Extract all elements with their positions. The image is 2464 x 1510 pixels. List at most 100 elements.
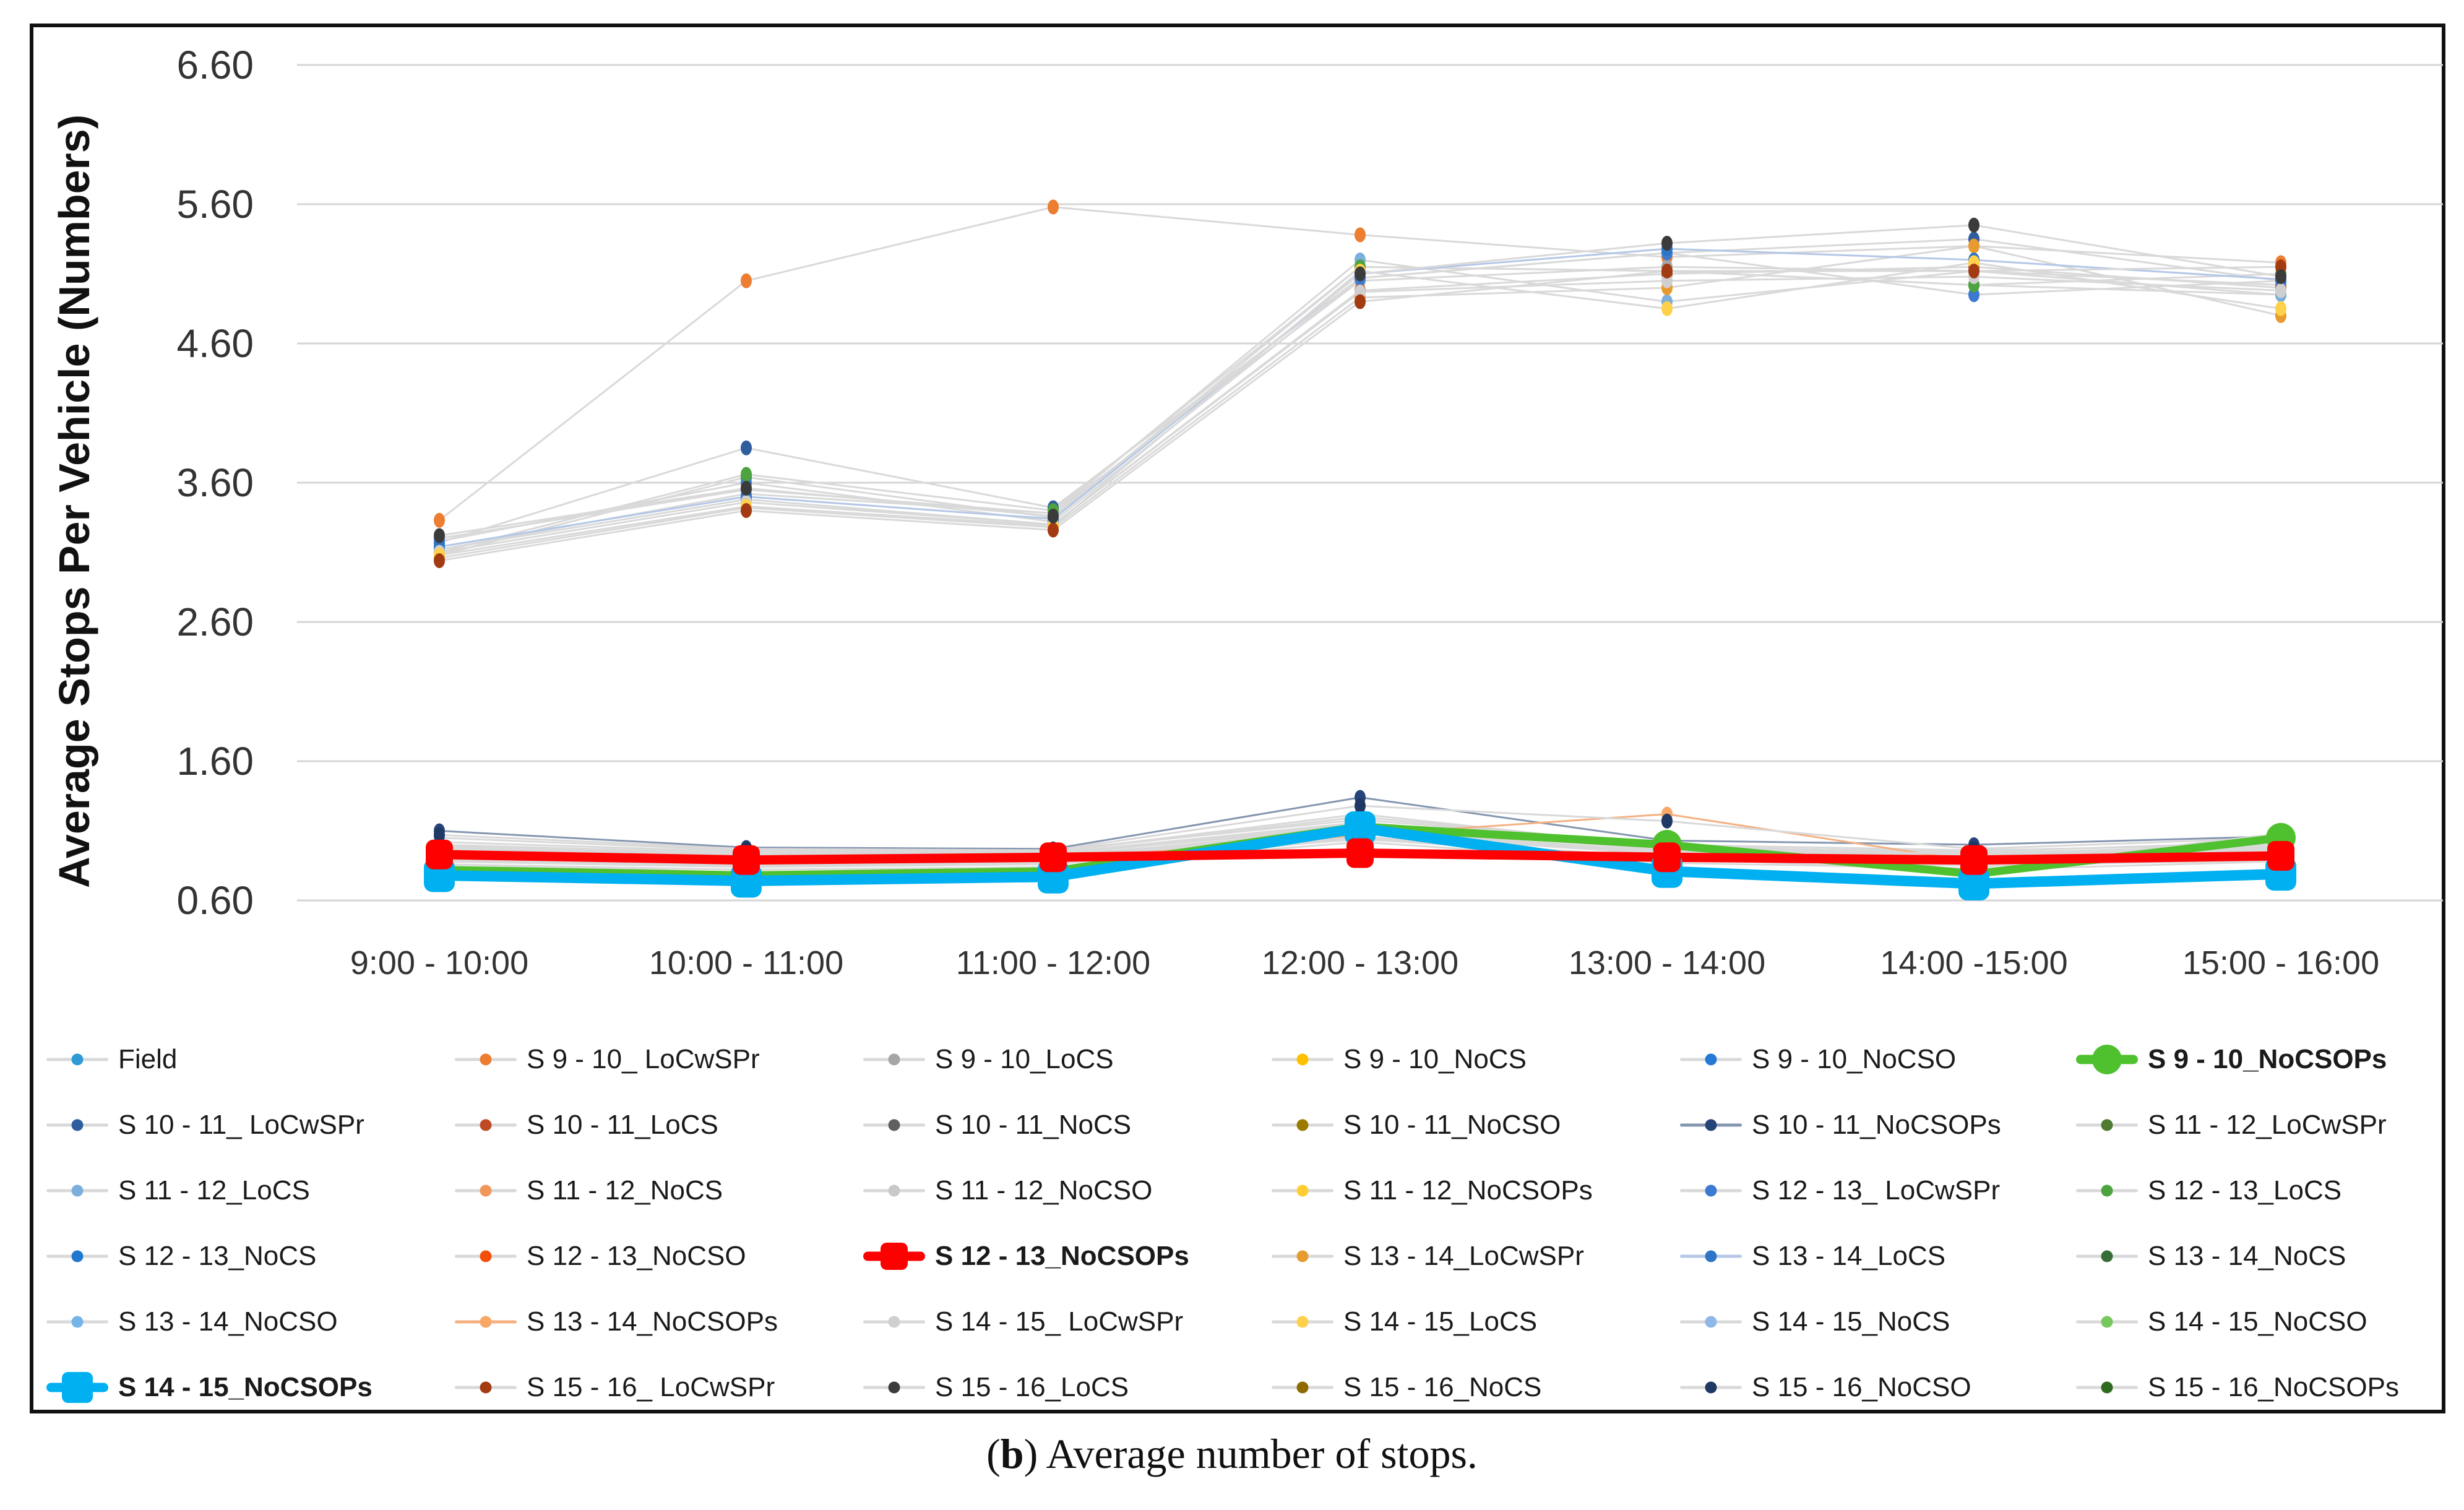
legend-label: S 15 - 16_NoCSO	[1752, 1372, 1971, 1402]
legend-marker-dot	[1705, 1119, 1717, 1131]
legend-marker-dot	[480, 1381, 492, 1394]
data-point-marker	[1040, 842, 1067, 873]
legend-marker	[863, 1041, 925, 1078]
legend-marker	[455, 1041, 517, 1078]
legend-item: S 13 - 14_NoCSOPs	[455, 1293, 778, 1350]
legend-label: S 13 - 14_NoCSOPs	[527, 1306, 778, 1337]
legend-marker	[1680, 1238, 1742, 1275]
legend-item: S 11 - 12_NoCS	[455, 1162, 723, 1219]
legend-label: S 15 - 16_NoCSOPs	[2148, 1372, 2399, 1402]
legend-label: S 9 - 10_LoCS	[935, 1044, 1114, 1074]
data-point-marker	[2275, 283, 2286, 298]
legend-label: Field	[118, 1044, 178, 1074]
legend-marker-dot	[888, 1053, 900, 1066]
figure-border	[30, 24, 2445, 1413]
legend-marker-dot	[1296, 1053, 1309, 1066]
legend-marker-dot	[2092, 1045, 2122, 1074]
legend-label: S 10 - 11_ LoCwSPr	[118, 1110, 364, 1140]
legend-marker	[455, 1238, 517, 1275]
data-point-marker	[1968, 264, 1979, 278]
legend-marker	[863, 1172, 925, 1209]
legend-marker-dot	[888, 1184, 900, 1197]
legend-item: S 9 - 10_LoCS	[863, 1031, 1114, 1088]
legend-marker	[2076, 1303, 2138, 1340]
legend-item: S 13 - 14_LoCwSPr	[1272, 1228, 1584, 1285]
data-point-marker	[1958, 867, 1989, 900]
y-tick-label: 6.60	[176, 43, 254, 87]
y-tick-label: 0.60	[176, 878, 254, 923]
legend-label: S 12 - 13_NoCSOPs	[935, 1241, 1189, 1271]
legend-marker	[1272, 1303, 1333, 1340]
legend-marker	[2076, 1238, 2138, 1275]
data-point-marker	[1048, 509, 1059, 524]
legend-marker	[1680, 1041, 1742, 1078]
legend-marker	[46, 1107, 108, 1144]
legend-item: S 13 - 14_NoCSO	[46, 1293, 338, 1350]
data-point-marker	[2267, 841, 2294, 871]
legend-marker-dot	[1705, 1316, 1717, 1328]
legend-marker	[863, 1107, 925, 1144]
x-axis-label: 14:00 -15:00	[1880, 944, 2068, 982]
legend-marker-dot	[71, 1184, 84, 1197]
legend-label: S 13 - 14_LoCwSPr	[1343, 1241, 1584, 1271]
legend-label: S 12 - 13_LoCS	[2148, 1175, 2342, 1206]
legend-marker	[455, 1303, 517, 1340]
legend-label: S 10 - 11_LoCS	[527, 1110, 718, 1140]
legend-item: S 15 - 16_NoCSOPs	[2076, 1359, 2399, 1416]
legend-label: S 13 - 14_LoCS	[1752, 1241, 1946, 1271]
legend-label: S 14 - 15_ LoCwSPr	[935, 1306, 1184, 1337]
x-axis-label: 12:00 - 13:00	[1261, 944, 1459, 982]
legend-marker-dot	[62, 1372, 93, 1403]
data-point-marker	[741, 481, 752, 496]
legend-label: S 12 - 13_ LoCwSPr	[1752, 1175, 2001, 1206]
data-point-marker	[1355, 227, 1366, 243]
legend-label: S 10 - 11_NoCSOPs	[1752, 1110, 2001, 1140]
y-tick-label: 4.60	[176, 321, 254, 366]
legend-marker	[863, 1238, 925, 1275]
legend-label: S 10 - 11_NoCS	[935, 1110, 1132, 1140]
caption-text: ) Average number of stops.	[1023, 1430, 1478, 1477]
legend-marker	[455, 1107, 517, 1144]
legend-label: S 12 - 13_NoCS	[118, 1241, 317, 1271]
legend-label: S 13 - 14_NoCS	[2148, 1241, 2346, 1271]
legend-label: S 12 - 13_NoCSO	[527, 1241, 746, 1271]
legend-item: S 10 - 11_NoCSO	[1272, 1097, 1561, 1154]
legend-label: S 14 - 15_LoCS	[1343, 1306, 1538, 1337]
data-point-marker	[741, 273, 752, 288]
data-point-marker	[1968, 217, 1979, 233]
legend-item: S 11 - 12_LoCwSPr	[2076, 1097, 2387, 1154]
legend-marker-dot	[71, 1053, 84, 1066]
data-point-marker	[2275, 269, 2286, 284]
data-point-marker	[434, 553, 445, 568]
legend-label: S 14 - 15_NoCS	[1752, 1306, 1950, 1337]
legend-marker	[2076, 1369, 2138, 1406]
legend-marker	[863, 1369, 925, 1406]
legend-label: S 9 - 10_NoCS	[1343, 1044, 1527, 1074]
legend-label: S 11 - 12_LoCwSPr	[2148, 1110, 2387, 1140]
legend-marker	[46, 1041, 108, 1078]
series-line	[438, 265, 2282, 562]
legend-label: S 14 - 15_NoCSOPs	[118, 1372, 373, 1402]
legend-item: S 10 - 11_ LoCwSPr	[46, 1097, 364, 1154]
caption-pre: (	[986, 1430, 1001, 1477]
legend-item: S 14 - 15_NoCSOPs	[46, 1359, 373, 1416]
series-line	[438, 265, 2282, 553]
legend-label: S 11 - 12_LoCS	[118, 1175, 310, 1206]
legend-label: S 15 - 16_ LoCwSPr	[527, 1372, 775, 1402]
legend-marker	[2076, 1107, 2138, 1144]
legend-marker	[1680, 1107, 1742, 1144]
legend-marker-dot	[480, 1184, 492, 1197]
legend-item: S 15 - 16_LoCS	[863, 1359, 1129, 1416]
legend-item: S 9 - 10_NoCS	[1272, 1031, 1527, 1088]
data-point-marker	[1968, 238, 1979, 254]
data-point-marker	[741, 503, 752, 518]
legend-marker-dot	[1296, 1250, 1309, 1262]
legend-marker	[1272, 1107, 1333, 1144]
legend-label: S 9 - 10_ LoCwSPr	[527, 1044, 760, 1074]
data-point-marker	[1355, 294, 1366, 309]
legend-marker	[455, 1172, 517, 1209]
legend-marker-dot	[480, 1119, 492, 1131]
legend-item: S 14 - 15_NoCS	[1680, 1293, 1950, 1350]
legend-marker-dot	[71, 1250, 84, 1262]
legend-item: S 14 - 15_NoCSO	[2076, 1293, 2367, 1350]
